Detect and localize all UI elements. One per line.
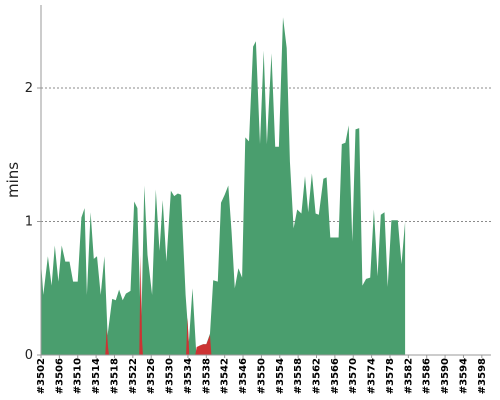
x-tick-label: #3566	[330, 358, 341, 394]
x-tick-label: #3570	[348, 358, 359, 394]
x-tick-label: #3522	[128, 358, 139, 394]
failed-segment	[195, 335, 212, 355]
x-tick-label: #3502	[36, 358, 47, 394]
x-tick-label: #3554	[275, 358, 286, 394]
x-tick-label: #3538	[201, 358, 212, 394]
failed-segment	[186, 317, 190, 355]
x-tick-labels: #3502 #3506 #3510 #3514 #3518 #3522 #3526 #3530…	[36, 355, 488, 394]
x-tick-label: #3506	[54, 358, 65, 394]
x-tick-label: #3510	[73, 358, 84, 394]
x-tick-label: #3530	[165, 358, 176, 394]
x-tick-label: #3590	[440, 358, 451, 394]
x-tick-label: #3558	[293, 358, 304, 394]
x-tick-label: #3562	[312, 358, 323, 394]
x-tick-label: #3546	[238, 358, 249, 394]
y-tick-label: 1	[25, 215, 33, 230]
axes	[40, 5, 491, 356]
x-tick-label: #3514	[91, 358, 102, 394]
x-tick-label: #3526	[146, 358, 157, 394]
x-tick-label: #3574	[367, 358, 378, 394]
y-axis-label: mins	[4, 162, 22, 198]
y-tick-label: 2	[25, 81, 33, 96]
y-tick-labels: 0 1 2	[25, 81, 41, 363]
x-tick-label: #3550	[256, 358, 267, 394]
failed-segment	[139, 254, 143, 355]
x-tick-label: #3518	[110, 358, 121, 394]
plot-area	[41, 17, 406, 355]
x-tick-label: #3578	[385, 358, 396, 394]
failed-segment	[105, 328, 109, 355]
x-tick-label: #3586	[422, 358, 433, 394]
x-tick-label: #3582	[403, 358, 414, 394]
area-series	[41, 17, 406, 355]
x-tick-label: #3534	[183, 358, 194, 394]
x-tick-label: #3594	[458, 358, 469, 394]
x-tick-label: #3598	[477, 358, 488, 394]
x-tick-label: #3542	[220, 358, 231, 394]
y-tick-label: 0	[25, 348, 33, 363]
